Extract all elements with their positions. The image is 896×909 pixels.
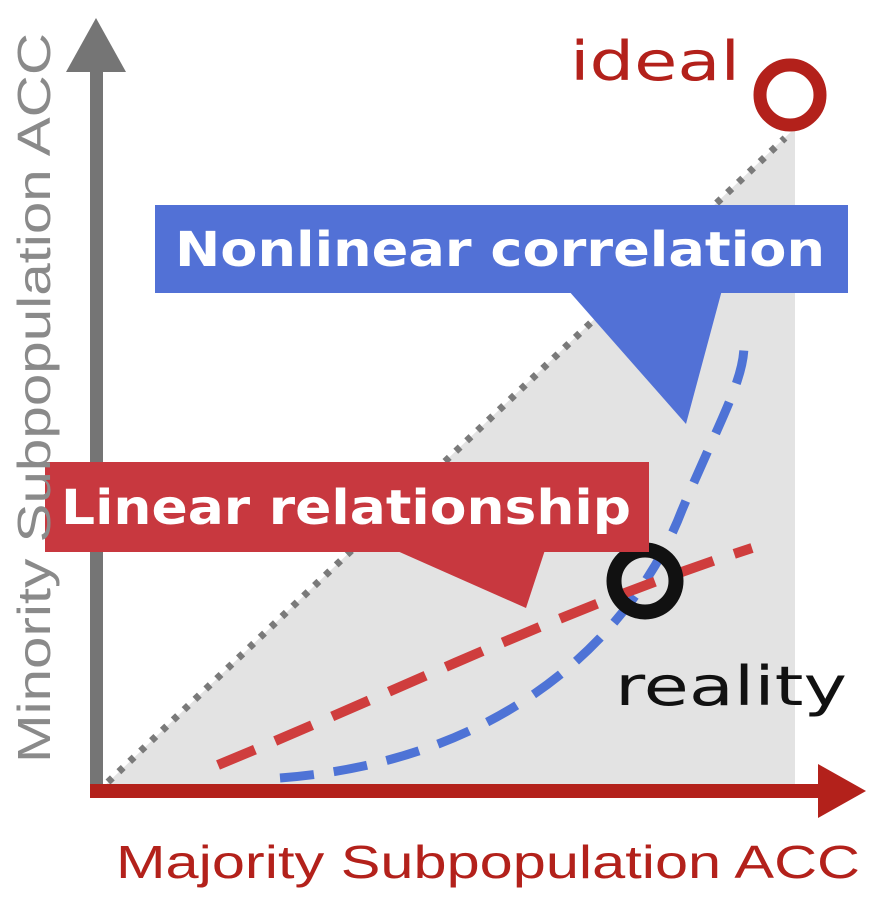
linear-label: Linear relationship [61,480,631,536]
ideal-label: ideal [570,30,740,93]
nonlinear-label: Nonlinear correlation [175,222,825,278]
ideal-marker [753,58,827,132]
y-axis-arrow [66,18,126,792]
linear-callout: Linear relationship [45,462,649,608]
y-axis-label: Minority Subpopulation ACC [8,33,60,763]
nonlinear-callout: Nonlinear correlation [155,205,848,424]
x-axis-label: Majority Subpopulation ACC [116,836,860,888]
x-axis-arrow [90,764,866,818]
reality-label: reality [615,655,847,718]
linear-curve [216,543,754,770]
nonlinear-curve [279,344,749,783]
ideal-diagonal-line [105,135,788,785]
